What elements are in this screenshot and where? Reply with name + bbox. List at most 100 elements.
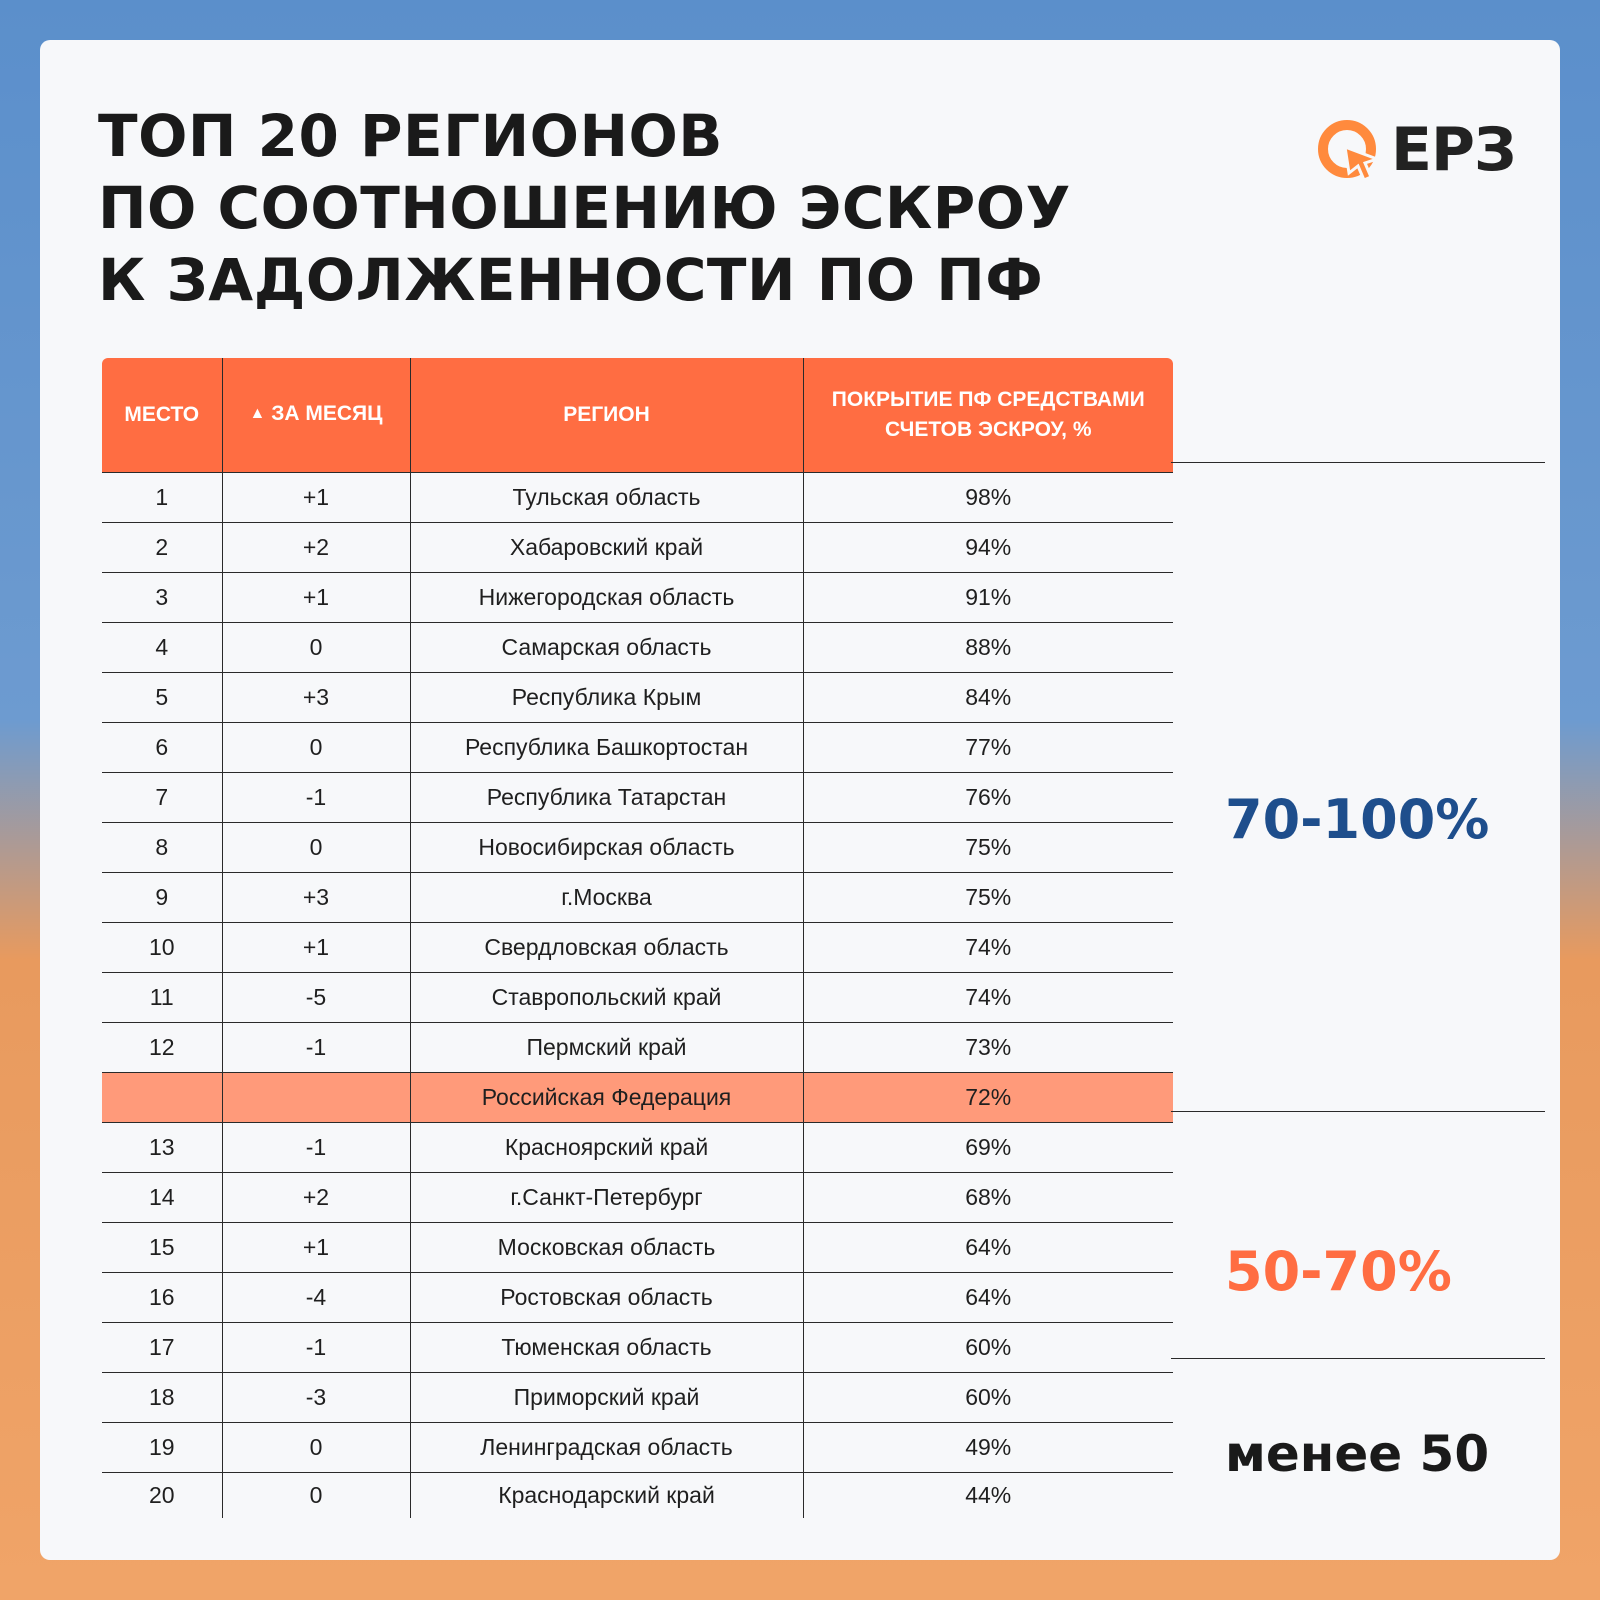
- cell-coverage: 44%: [802, 1471, 1173, 1518]
- cell-delta: +1: [221, 1221, 410, 1272]
- table-row: 17 -1 Тюменская область 60%: [102, 1321, 1173, 1372]
- cell-region: Ставропольский край: [409, 971, 803, 1022]
- cell-region: Хабаровский край: [409, 521, 803, 572]
- triangle-up-icon: ▲: [249, 404, 266, 422]
- cell-region: Приморский край: [409, 1371, 803, 1422]
- table-row: 1 +1 Тульская область 98%: [102, 471, 1173, 522]
- cell-place: 7: [102, 771, 222, 822]
- cell-coverage: 76%: [802, 771, 1173, 822]
- header-delta: ▲ ЗА МЕСЯЦ: [221, 358, 410, 472]
- table-row: 16 -4 Ростовская область 64%: [102, 1271, 1173, 1322]
- band-label-mid: 50-70%: [1225, 1240, 1452, 1303]
- infographic-card: ТОП 20 РЕГИОНОВ ПО СООТНОШЕНИЮ ЭСКРОУ К …: [40, 40, 1560, 1560]
- band-label-low: менее 50: [1225, 1425, 1490, 1483]
- cell-region: Тульская область: [409, 471, 803, 522]
- cell-delta: +1: [221, 471, 410, 522]
- cell-region: Республика Татарстан: [409, 771, 803, 822]
- cell-place: 16: [102, 1271, 222, 1322]
- cell-region: Свердловская область: [409, 921, 803, 972]
- cell-coverage: 84%: [802, 671, 1173, 722]
- cell-place: 9: [102, 871, 222, 922]
- cell-place: 8: [102, 821, 222, 872]
- table-row: 15 +1 Московская область 64%: [102, 1221, 1173, 1272]
- cell-delta: 0: [221, 621, 410, 672]
- table-row: 4 0 Самарская область 88%: [102, 621, 1173, 672]
- cell-delta: 0: [221, 821, 410, 872]
- cell-region: Самарская область: [409, 621, 803, 672]
- cell-coverage: 88%: [802, 621, 1173, 672]
- table-row: 20 0 Краснодарский край 44%: [102, 1471, 1173, 1518]
- cell-place: 1: [102, 471, 222, 522]
- cell-coverage: 64%: [802, 1271, 1173, 1322]
- table-row-total: Российская Федерация 72%: [102, 1071, 1173, 1122]
- title-line-3: К ЗАДОЛЖЕННОСТИ ПО ПФ: [98, 246, 1044, 314]
- page-title: ТОП 20 РЕГИОНОВ ПО СООТНОШЕНИЮ ЭСКРОУ К …: [98, 100, 1071, 316]
- cell-coverage: 77%: [802, 721, 1173, 772]
- cell-delta: 0: [221, 1471, 410, 1518]
- cell-coverage: 68%: [802, 1171, 1173, 1222]
- table-row: 11 -5 Ставропольский край 74%: [102, 971, 1173, 1022]
- table-row: 5 +3 Республика Крым 84%: [102, 671, 1173, 722]
- cell-region: Пермский край: [409, 1021, 803, 1072]
- table-row: 19 0 Ленинградская область 49%: [102, 1421, 1173, 1472]
- cell-coverage: 49%: [802, 1421, 1173, 1472]
- band-divider-top: [1171, 462, 1545, 463]
- cell-delta: -1: [221, 1121, 410, 1172]
- cell-place: 20: [102, 1471, 222, 1518]
- cell-region: Республика Крым: [409, 671, 803, 722]
- cell-region: Красноярский край: [409, 1121, 803, 1172]
- cell-coverage: 73%: [802, 1021, 1173, 1072]
- cell-place: 18: [102, 1371, 222, 1422]
- cell-place: 13: [102, 1121, 222, 1172]
- cell-place: 19: [102, 1421, 222, 1472]
- table-row: 8 0 Новосибирская область 75%: [102, 821, 1173, 872]
- table-row: 10 +1 Свердловская область 74%: [102, 921, 1173, 972]
- cell-place: 14: [102, 1171, 222, 1222]
- cell-coverage: 75%: [802, 871, 1173, 922]
- band-divider-low: [1171, 1358, 1545, 1359]
- cell-coverage: 72%: [802, 1071, 1173, 1122]
- cell-region: Нижегородская область: [409, 571, 803, 622]
- cell-place: 17: [102, 1321, 222, 1372]
- cell-delta: +3: [221, 871, 410, 922]
- table-row: 7 -1 Республика Татарстан 76%: [102, 771, 1173, 822]
- table-row: 18 -3 Приморский край 60%: [102, 1371, 1173, 1422]
- cell-place: 5: [102, 671, 222, 722]
- q-arrow-logo-icon: [1318, 120, 1382, 182]
- cell-region: г.Санкт-Петербург: [409, 1171, 803, 1222]
- cell-delta: 0: [221, 721, 410, 772]
- cell-coverage: 98%: [802, 471, 1173, 522]
- cell-place: 15: [102, 1221, 222, 1272]
- cell-delta: -3: [221, 1371, 410, 1422]
- cell-coverage: 60%: [802, 1371, 1173, 1422]
- erz-logo: ЕРЗ: [1315, 100, 1517, 200]
- cell-region: Краснодарский край: [409, 1471, 803, 1518]
- cell-delta: [221, 1071, 410, 1122]
- cell-region: г.Москва: [409, 871, 803, 922]
- cell-region: Ленинградская область: [409, 1421, 803, 1472]
- cell-region: Новосибирская область: [409, 821, 803, 872]
- cell-delta: -1: [221, 1321, 410, 1372]
- band-divider-mid: [1171, 1111, 1545, 1112]
- table-row: 12 -1 Пермский край 73%: [102, 1021, 1173, 1072]
- table-row: 2 +2 Хабаровский край 94%: [102, 521, 1173, 572]
- cell-region: Ростовская область: [409, 1271, 803, 1322]
- header-coverage: ПОКРЫТИЕ ПФ СРЕДСТВАМИ СЧЕТОВ ЭСКРОУ, %: [802, 358, 1173, 472]
- cell-coverage: 74%: [802, 921, 1173, 972]
- title-line-1: ТОП 20 РЕГИОНОВ: [98, 102, 723, 170]
- title-line-2: ПО СООТНОШЕНИЮ ЭСКРОУ: [98, 174, 1071, 242]
- cell-coverage: 64%: [802, 1221, 1173, 1272]
- cell-coverage: 60%: [802, 1321, 1173, 1372]
- cell-place: 3: [102, 571, 222, 622]
- logo-text: ЕРЗ: [1391, 115, 1517, 185]
- cell-delta: -1: [221, 771, 410, 822]
- table-row: 9 +3 г.Москва 75%: [102, 871, 1173, 922]
- table-row: 6 0 Республика Башкортостан 77%: [102, 721, 1173, 772]
- cell-place: 10: [102, 921, 222, 972]
- cell-region: Республика Башкортостан: [409, 721, 803, 772]
- cell-delta: +2: [221, 521, 410, 572]
- cell-delta: +2: [221, 1171, 410, 1222]
- cell-coverage: 74%: [802, 971, 1173, 1022]
- cell-delta: -4: [221, 1271, 410, 1322]
- cell-delta: +1: [221, 571, 410, 622]
